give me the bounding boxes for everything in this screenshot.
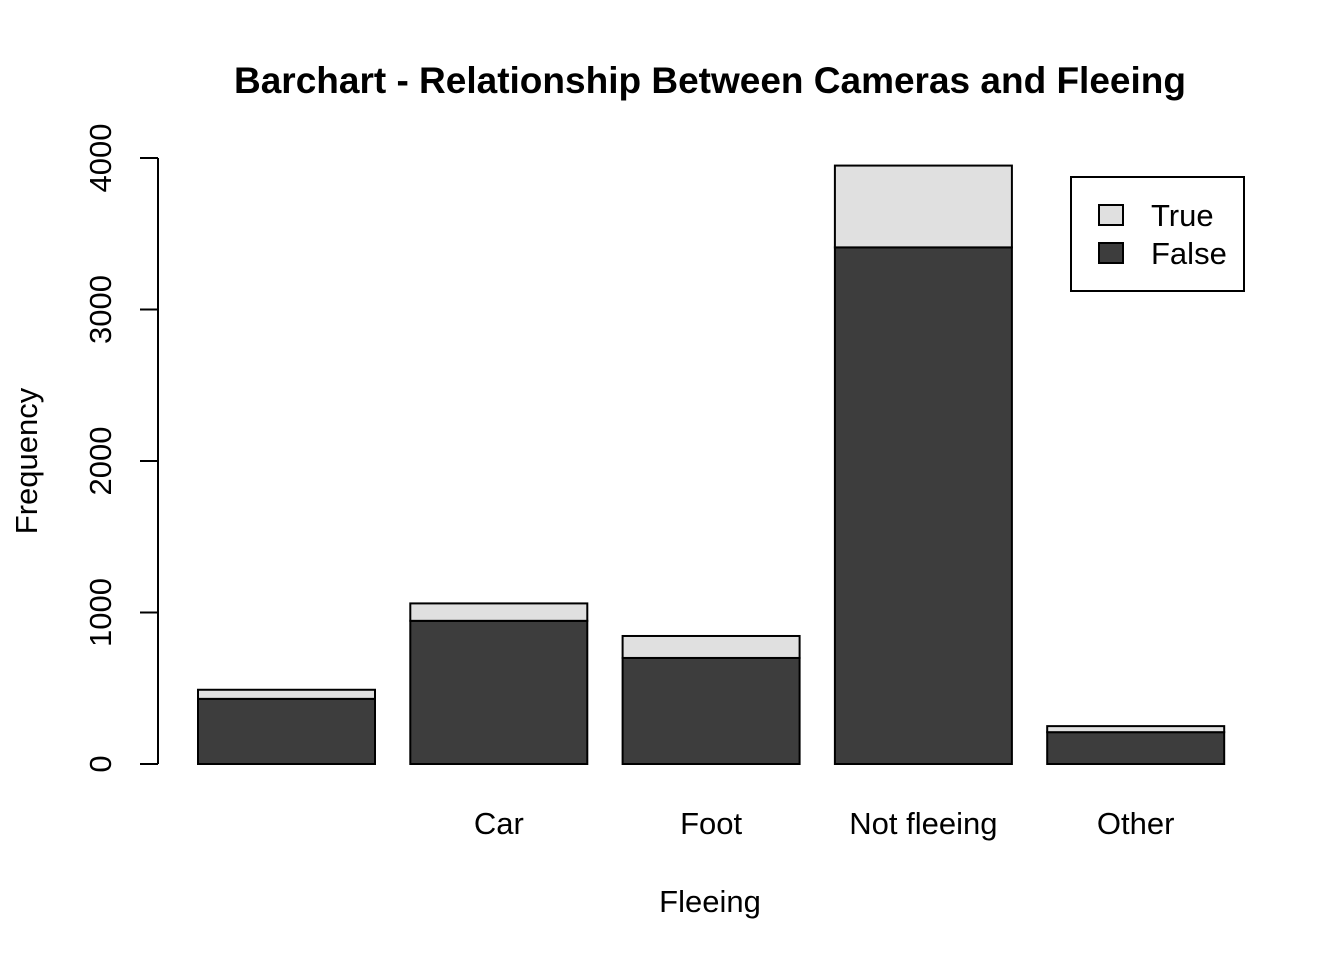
chart-title: Barchart - Relationship Between Cameras … <box>234 60 1186 101</box>
x-tick-label: Car <box>474 806 524 841</box>
y-axis: 0 1000 2000 3000 4000 <box>83 124 159 773</box>
legend-label-false: False <box>1151 236 1227 271</box>
x-axis-label: Fleeing <box>659 884 761 919</box>
y-tick-label: 1000 <box>83 578 118 647</box>
bar-false-car <box>409 619 589 766</box>
bar-true-blank <box>197 688 376 700</box>
bar-true-car <box>409 602 589 622</box>
y-tick-label: 2000 <box>83 427 118 496</box>
x-tick-label: Foot <box>680 806 742 841</box>
bar-false-foot <box>621 656 801 766</box>
y-axis-label: Frequency <box>9 387 44 534</box>
bar-false-not-fleeing <box>833 246 1013 765</box>
x-tick-label: Other <box>1097 806 1175 841</box>
bar-true-foot <box>621 634 801 659</box>
y-tick-label: 4000 <box>83 124 118 193</box>
legend-swatch-false <box>1098 242 1124 264</box>
x-tick-labels: Car Foot Not fleeing Other <box>474 806 1175 841</box>
legend-label-true: True <box>1151 198 1214 233</box>
bar-true-other <box>1046 725 1226 734</box>
bar-false-other <box>1046 731 1226 765</box>
bar-false-blank <box>197 697 376 765</box>
legend-swatch-true <box>1098 204 1124 226</box>
y-tick-label: 0 <box>83 755 118 772</box>
legend-box <box>1070 176 1245 292</box>
y-tick-label: 3000 <box>83 275 118 344</box>
bars <box>197 164 1226 766</box>
x-tick-label: Not fleeing <box>849 806 997 841</box>
bar-true-not-fleeing <box>833 164 1013 249</box>
